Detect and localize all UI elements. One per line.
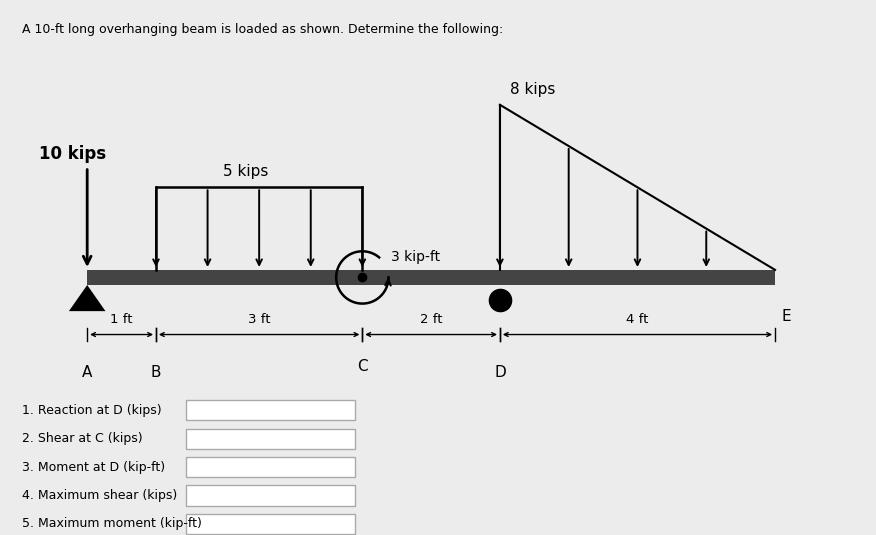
FancyBboxPatch shape	[187, 485, 355, 506]
Text: 10 kips: 10 kips	[39, 145, 106, 163]
Text: 5. Maximum moment (kip-ft): 5. Maximum moment (kip-ft)	[23, 517, 202, 530]
Text: 5 kips: 5 kips	[223, 164, 268, 179]
Text: A 10-ft long overhanging beam is loaded as shown. Determine the following:: A 10-ft long overhanging beam is loaded …	[22, 23, 503, 36]
Polygon shape	[69, 285, 105, 311]
Text: 3 ft: 3 ft	[248, 312, 271, 326]
FancyBboxPatch shape	[187, 400, 355, 421]
Text: 8 kips: 8 kips	[510, 81, 555, 96]
FancyBboxPatch shape	[187, 457, 355, 477]
Text: 4. Maximum shear (kips): 4. Maximum shear (kips)	[23, 489, 178, 502]
Text: 4 ft: 4 ft	[626, 312, 648, 326]
Bar	[88, 270, 775, 285]
Text: C: C	[357, 358, 368, 373]
Text: 3. Moment at D (kip-ft): 3. Moment at D (kip-ft)	[23, 461, 166, 473]
Text: 2 ft: 2 ft	[420, 312, 442, 326]
Text: D: D	[494, 365, 505, 380]
Text: A: A	[82, 365, 92, 380]
Text: 3 kip-ft: 3 kip-ft	[392, 250, 441, 264]
Text: E: E	[782, 309, 792, 324]
FancyBboxPatch shape	[187, 514, 355, 534]
Text: B: B	[151, 365, 161, 380]
Text: 1 ft: 1 ft	[110, 312, 133, 326]
Text: 1. Reaction at D (kips): 1. Reaction at D (kips)	[23, 404, 162, 417]
FancyBboxPatch shape	[187, 429, 355, 449]
Text: 2. Shear at C (kips): 2. Shear at C (kips)	[23, 432, 143, 445]
